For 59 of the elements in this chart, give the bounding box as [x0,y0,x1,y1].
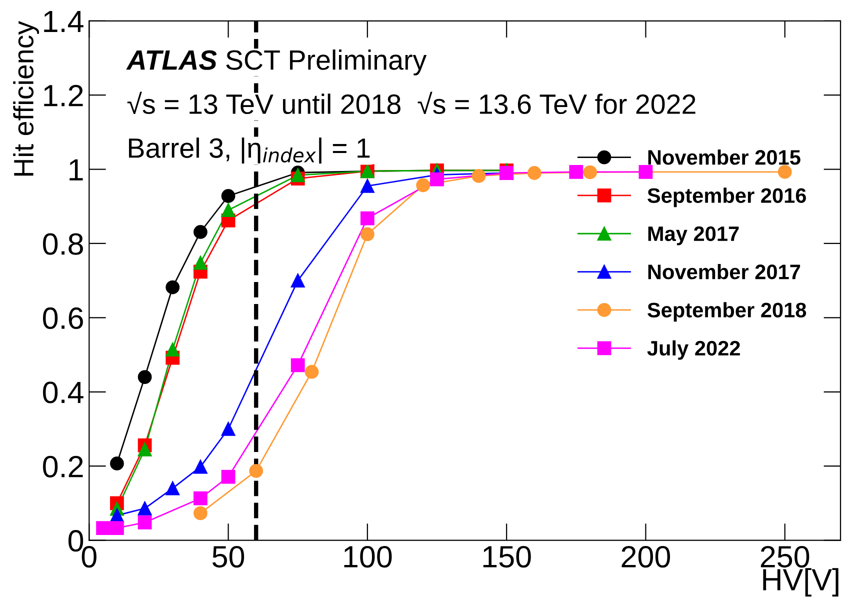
point [472,169,486,183]
y-tick-label: 0.8 [43,233,83,255]
x-tick-label: 50 [212,546,244,568]
point [290,358,305,372]
point [360,179,374,193]
y-tick-label: 0.6 [43,307,83,330]
y-tick-label: 0.2 [43,456,83,478]
legend-label: November 2017 [648,264,800,280]
x-tick-label: 100 [344,546,392,568]
point [138,501,152,516]
x-axis-title: HV[V] [763,568,838,597]
legend-label: November 2015 [648,149,800,165]
point [304,364,319,379]
point [166,342,180,357]
y-tick-label: 0 [68,530,84,552]
point [166,481,180,496]
y-tick-label: 0.4 [43,382,84,404]
legend-label: July 2022 [647,340,740,360]
point [360,211,374,226]
x-tick-label: 200 [622,546,670,568]
point [194,491,208,506]
point [416,178,430,192]
legend-label: September 2016 [648,188,806,208]
annotation: Barrel 3, |η$_{index}$| = 1 [128,138,370,164]
y-tick-label: 1 [70,159,83,180]
point [194,256,208,270]
point [249,464,264,478]
point [221,470,236,484]
point [430,172,444,186]
y-axis-title: Hit efficiency [13,20,40,176]
point [583,165,597,180]
point [138,370,152,384]
point [290,168,305,182]
legend-label: September 2018 [648,302,806,322]
point [138,516,152,530]
point [110,521,124,535]
point [360,227,374,242]
legend-label: May 2017 [648,226,739,246]
point [221,203,236,218]
y-tick-label: 1.4 [44,10,84,32]
point [527,166,542,180]
point [778,164,792,179]
annotation: SCT Preliminary [226,50,427,76]
point [110,456,124,470]
annotation: ATLAS [126,50,217,70]
annotation: √s = 13 TeV until 2018 √s = 13.6 TeV for 2022 [127,92,696,114]
point [166,280,180,294]
x-tick-label: 250 [760,546,810,568]
point [194,460,208,474]
x-tick-label: 150 [483,546,531,568]
point [96,521,110,535]
y-tick-label: 1.2 [44,84,83,106]
point [221,189,236,203]
point [194,506,208,520]
point [290,274,305,288]
point [138,442,152,456]
point [569,164,584,179]
point [194,225,208,239]
point [221,422,236,436]
